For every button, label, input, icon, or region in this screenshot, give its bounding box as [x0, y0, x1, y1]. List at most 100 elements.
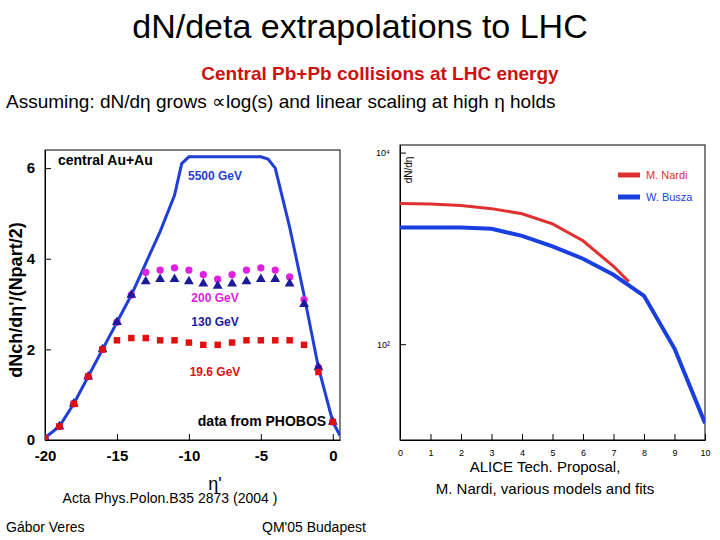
- tick-label: 4: [520, 448, 525, 458]
- plot-frame: [400, 145, 705, 440]
- marker: [170, 273, 180, 282]
- axis-line: [45, 151, 46, 441]
- marker: [114, 337, 120, 343]
- marker: [128, 335, 134, 341]
- tick: 1: [428, 434, 433, 458]
- tick-mark: [189, 434, 190, 440]
- legend-key: [618, 173, 640, 178]
- tick-label: 0: [398, 448, 403, 458]
- marker: [243, 337, 249, 343]
- marker: [99, 346, 106, 353]
- marker: [56, 423, 63, 430]
- slide: dN/deta extrapolations to LHCCentral Pb+…: [0, 0, 720, 540]
- marker: [54, 421, 64, 430]
- tick-mark: [614, 434, 615, 440]
- marker: [243, 266, 250, 273]
- tick-label: 0: [27, 431, 35, 448]
- axis: 012345678910: [398, 434, 711, 458]
- tick-mark: [492, 434, 493, 440]
- legend-key: [618, 195, 640, 200]
- tick: 2: [459, 434, 464, 458]
- marker: [270, 273, 280, 282]
- series-label: 19.6 GeV: [190, 365, 241, 379]
- marker: [301, 342, 307, 348]
- marker: [126, 289, 136, 298]
- marker: [315, 369, 321, 375]
- marker: [242, 276, 252, 285]
- y-axis-title: dNch/dη'/(Npart/2): [6, 222, 26, 377]
- marker: [258, 337, 264, 343]
- tick: 5: [550, 434, 555, 458]
- marker: [200, 342, 206, 348]
- marker: [198, 278, 208, 287]
- tick-mark: [400, 344, 406, 345]
- tick-mark: [705, 434, 706, 440]
- tick: 10⁴: [376, 148, 406, 158]
- axis: 10² 10⁴: [376, 146, 406, 441]
- tick-mark: [45, 349, 51, 350]
- caption: Acta Phys.Polon.B35 2873 (2004 ): [63, 490, 278, 506]
- tick-label: 8: [642, 448, 647, 458]
- tick-mark: [117, 434, 118, 440]
- tick-mark: [261, 434, 262, 440]
- marker: [330, 419, 336, 425]
- tick-label: 4: [27, 250, 36, 267]
- tick: 3: [489, 434, 494, 458]
- marker: [83, 371, 93, 380]
- tick-label: 10²: [377, 340, 390, 350]
- title: dN/deta extrapolations to LHC: [132, 7, 587, 45]
- legend: M. NardiW. Busza: [618, 169, 693, 203]
- legend-label: W. Busza: [646, 191, 693, 203]
- axis-line: [400, 146, 401, 441]
- tick-label: -20: [35, 447, 57, 464]
- marker: [272, 337, 278, 343]
- tick-label: 6: [581, 448, 586, 458]
- marker: [71, 401, 77, 407]
- marker: [214, 342, 220, 348]
- marker: [98, 344, 108, 353]
- venue: QM'05 Budapest: [262, 519, 366, 535]
- tick-label: 10: [700, 448, 710, 458]
- tick-mark: [400, 153, 406, 154]
- marker: [99, 346, 105, 352]
- marker: [45, 432, 50, 440]
- assumption: Assuming: dN/dη grows ∝log(s) and linear…: [6, 91, 555, 112]
- author: Gábor Veres: [6, 519, 85, 535]
- series-label: 130 GeV: [191, 315, 238, 329]
- marker: [69, 398, 79, 407]
- marker: [141, 276, 151, 285]
- tick: 4: [520, 434, 525, 458]
- tick-mark: [553, 434, 554, 440]
- marker: [328, 416, 338, 425]
- tick-label: 6: [27, 159, 35, 176]
- axis-line: [401, 440, 706, 441]
- marker: [272, 266, 279, 273]
- marker: [142, 269, 149, 276]
- chart: 01234567891010²10⁴dN/dηALICE Tech. Propo…: [376, 145, 710, 497]
- marker: [142, 335, 148, 341]
- tick-mark: [644, 434, 645, 440]
- tick: 10²: [377, 340, 406, 350]
- tick-mark: [522, 434, 523, 440]
- tick-label: -5: [255, 447, 268, 464]
- tick-mark: [333, 434, 334, 440]
- marker: [112, 317, 122, 326]
- tick-mark: [45, 259, 51, 260]
- tick-label: -15: [107, 447, 129, 464]
- marker: [171, 337, 177, 343]
- tick: -10: [179, 434, 201, 464]
- marker: [286, 337, 292, 343]
- marker: [45, 434, 49, 440]
- tick-label: -10: [179, 447, 201, 464]
- tick-label: 2: [27, 341, 35, 358]
- marker: [186, 339, 192, 345]
- tick-label: 10⁴: [376, 148, 390, 158]
- marker: [329, 418, 336, 425]
- axis-line: [46, 440, 341, 441]
- tick: 8: [642, 434, 647, 458]
- caption: M. Nardi, various models and fits: [436, 480, 654, 497]
- marker: [200, 271, 207, 278]
- series-label: 5500 GeV: [188, 169, 242, 183]
- marker: [299, 298, 309, 307]
- tick-label: 1: [428, 448, 433, 458]
